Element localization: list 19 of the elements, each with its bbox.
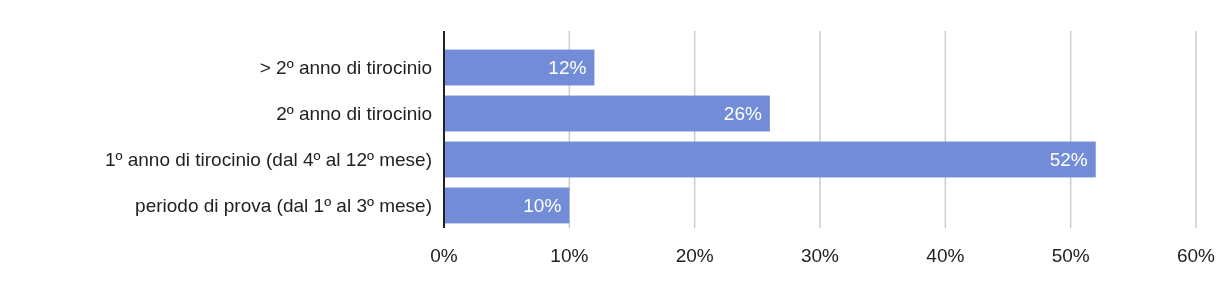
x-tick-label: 40% — [926, 245, 965, 266]
x-tick-label: 60% — [1176, 245, 1216, 266]
bar — [444, 141, 1096, 178]
data-label: 12% — [548, 57, 587, 79]
data-label: 26% — [723, 103, 762, 125]
x-tick-label: 50% — [1051, 245, 1090, 266]
y-tick-label: 2º anno di tirocinio — [276, 103, 432, 125]
x-tick-label: 0% — [430, 245, 458, 266]
x-tick-label: 20% — [675, 245, 714, 266]
bar — [444, 49, 595, 86]
y-tick-label: 1º anno di tirocinio (dal 4º al 12º mese) — [104, 149, 432, 171]
bar — [444, 187, 570, 224]
y-tick-label: periodo di prova (dal 1º al 3º mese) — [135, 195, 432, 217]
x-tick-label: 10% — [550, 245, 589, 266]
data-label: 52% — [1049, 149, 1088, 171]
data-label: 10% — [523, 195, 562, 217]
x-tick-label: 30% — [800, 245, 840, 266]
bar — [444, 95, 770, 132]
y-tick-label: > 2º anno di tirocinio — [259, 57, 432, 79]
